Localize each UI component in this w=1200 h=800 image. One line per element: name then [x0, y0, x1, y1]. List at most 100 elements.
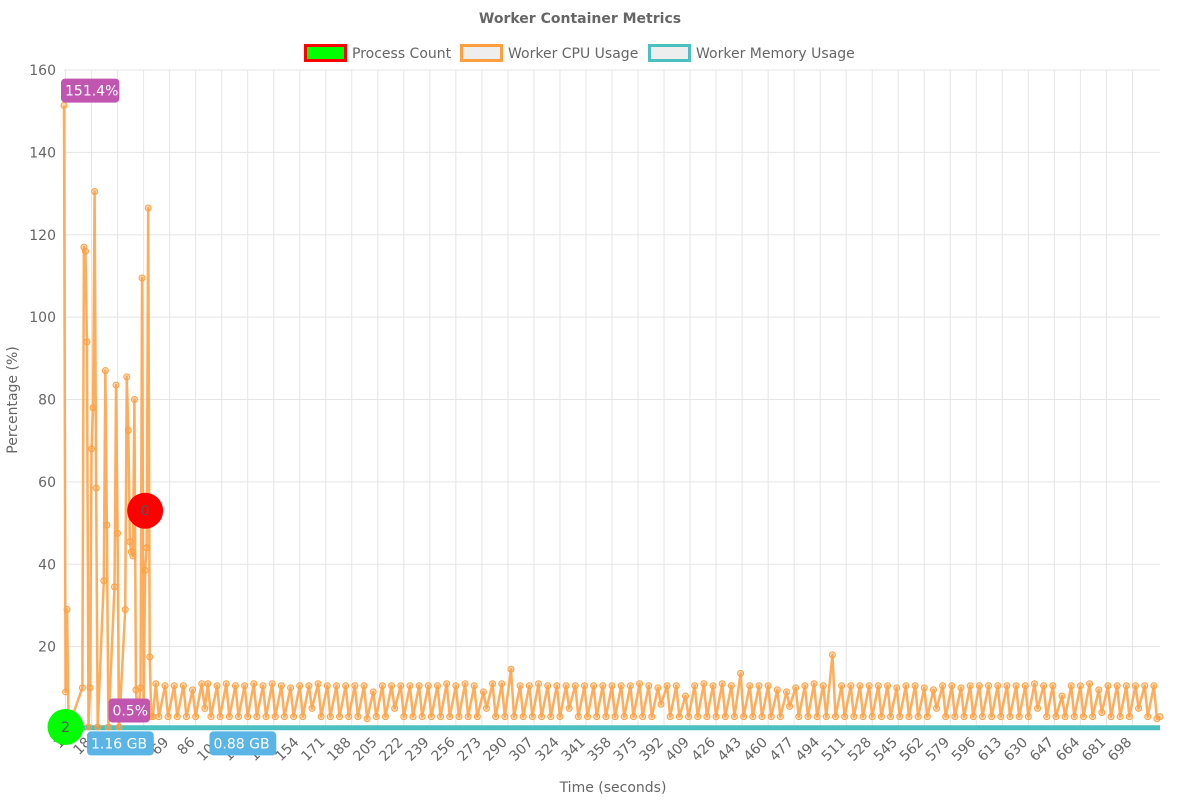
- cpu-usage-point: [608, 682, 616, 690]
- cpu-usage-point: [580, 682, 588, 690]
- cpu-usage-point: [299, 713, 307, 721]
- legend-item-worker-cpu-usage[interactable]: Worker CPU Usage: [460, 44, 639, 63]
- cpu-usage-point: [287, 684, 295, 692]
- cpu-usage-point: [63, 606, 71, 614]
- cpu-usage-point: [92, 484, 100, 492]
- cpu-usage-point: [1125, 713, 1133, 721]
- cpu-usage-point: [960, 713, 968, 721]
- x-tick-label: 222: [376, 735, 406, 765]
- cpu-usage-point: [951, 713, 959, 721]
- cpu-usage-point: [859, 713, 867, 721]
- legend-label-process-count: Process Count: [352, 46, 452, 62]
- x-tick-label: 239: [402, 735, 432, 765]
- cpu-usage-point: [164, 713, 172, 721]
- cpu-usage-point: [1052, 713, 1060, 721]
- cpu-usage-point: [336, 713, 344, 721]
- x-tick-label: 273: [454, 735, 484, 765]
- cpu-usage-point: [1040, 682, 1048, 690]
- cpu-usage-point: [850, 713, 858, 721]
- cpu-usage-point: [129, 552, 137, 560]
- cpu-usage-point: [143, 544, 151, 552]
- legend-label-worker-cpu-usage: Worker CPU Usage: [508, 46, 638, 62]
- cpu-usage-point: [510, 713, 518, 721]
- cpu-usage-point: [296, 682, 304, 690]
- cpu-usage-point: [911, 682, 919, 690]
- cpu-usage-point: [847, 682, 855, 690]
- cpu-usage-point: [443, 680, 451, 688]
- cpu-usage-point: [482, 704, 490, 712]
- cpu-usage-point: [138, 274, 146, 282]
- cpu-usage-point: [192, 713, 200, 721]
- cpu-usage-point: [104, 723, 112, 731]
- cpu-usage-point: [326, 713, 334, 721]
- y-tick-label: 20: [38, 640, 56, 656]
- cpu-usage-point: [975, 682, 983, 690]
- cpu-usage-point: [250, 680, 258, 688]
- x-tick-label: 341: [559, 735, 589, 765]
- cpu-usage-point: [89, 404, 97, 412]
- cpu-usage-point: [262, 713, 270, 721]
- cpu-usage-point: [1012, 682, 1020, 690]
- cpu-usage-point: [544, 682, 552, 690]
- cpu-usage-point: [437, 713, 445, 721]
- cpu-usage-point: [391, 704, 399, 712]
- cpu-usage-point: [124, 426, 132, 434]
- cpu-usage-point: [691, 682, 699, 690]
- cpu-usage-point: [1095, 686, 1103, 694]
- cpu-usage-point: [905, 713, 913, 721]
- cpu-usage-point: [957, 684, 965, 692]
- cpu-usage-point: [115, 723, 123, 731]
- y-tick-label: 160: [29, 63, 56, 79]
- x-tick-label: 443: [715, 735, 745, 765]
- cpu-usage-point: [360, 682, 368, 690]
- cpu-usage-point: [354, 713, 362, 721]
- cpu-usage-point: [703, 713, 711, 721]
- cpu-usage-point: [841, 713, 849, 721]
- cpu-usage-point: [452, 682, 460, 690]
- cpu-usage-point: [525, 682, 533, 690]
- cpu-usage-point: [345, 713, 353, 721]
- x-tick-label: 528: [845, 735, 875, 765]
- cpu-value-label-bg: [61, 78, 120, 103]
- cpu-usage-point: [519, 713, 527, 721]
- cpu-usage-point: [62, 688, 70, 696]
- cpu-usage-point: [831, 713, 839, 721]
- x-tick-label: 681: [1079, 735, 1109, 765]
- cpu-usage-point: [1116, 713, 1124, 721]
- x-tick-label: 494: [793, 734, 823, 764]
- cpu-usage-line: [62, 105, 1161, 729]
- y-tick-label: 100: [29, 310, 56, 326]
- cpu-usage-point: [1156, 713, 1164, 721]
- cpu-usage-point: [1030, 680, 1038, 688]
- cpu-usage-point: [828, 651, 836, 659]
- y-tick-label: 40: [38, 557, 56, 573]
- cpu-usage-point: [942, 713, 950, 721]
- x-tick-label: 171: [298, 735, 328, 765]
- cpu-usage-point: [773, 686, 781, 694]
- cpu-usage-point: [969, 713, 977, 721]
- cpu-usage-point: [305, 682, 313, 690]
- cpu-usage-point: [804, 713, 812, 721]
- x-tick-label: 375: [611, 735, 641, 765]
- cpu-usage-point: [235, 713, 243, 721]
- memory-value-label: 1.16 GB: [91, 736, 147, 752]
- cpu-usage-point: [507, 665, 515, 673]
- cpu-usage-point: [730, 713, 738, 721]
- cpu-usage-point: [822, 713, 830, 721]
- cpu-usage-point: [1024, 713, 1032, 721]
- cpu-usage-point: [101, 367, 109, 375]
- x-tick-label: 647: [1027, 735, 1057, 765]
- cpu-usage-point: [874, 682, 882, 690]
- cpu-usage-point: [584, 713, 592, 721]
- cpu-usage-point: [342, 682, 350, 690]
- x-tick-label: 426: [689, 734, 719, 764]
- cpu-usage-point: [121, 606, 129, 614]
- series-layer: [60, 101, 1164, 731]
- legend-item-worker-memory-usage[interactable]: Worker Memory Usage: [648, 44, 855, 63]
- cpu-usage-point: [123, 373, 131, 381]
- legend-item-process-count[interactable]: Process Count: [304, 44, 452, 63]
- x-tick-label: 290: [481, 735, 511, 765]
- cpu-usage-point: [562, 682, 570, 690]
